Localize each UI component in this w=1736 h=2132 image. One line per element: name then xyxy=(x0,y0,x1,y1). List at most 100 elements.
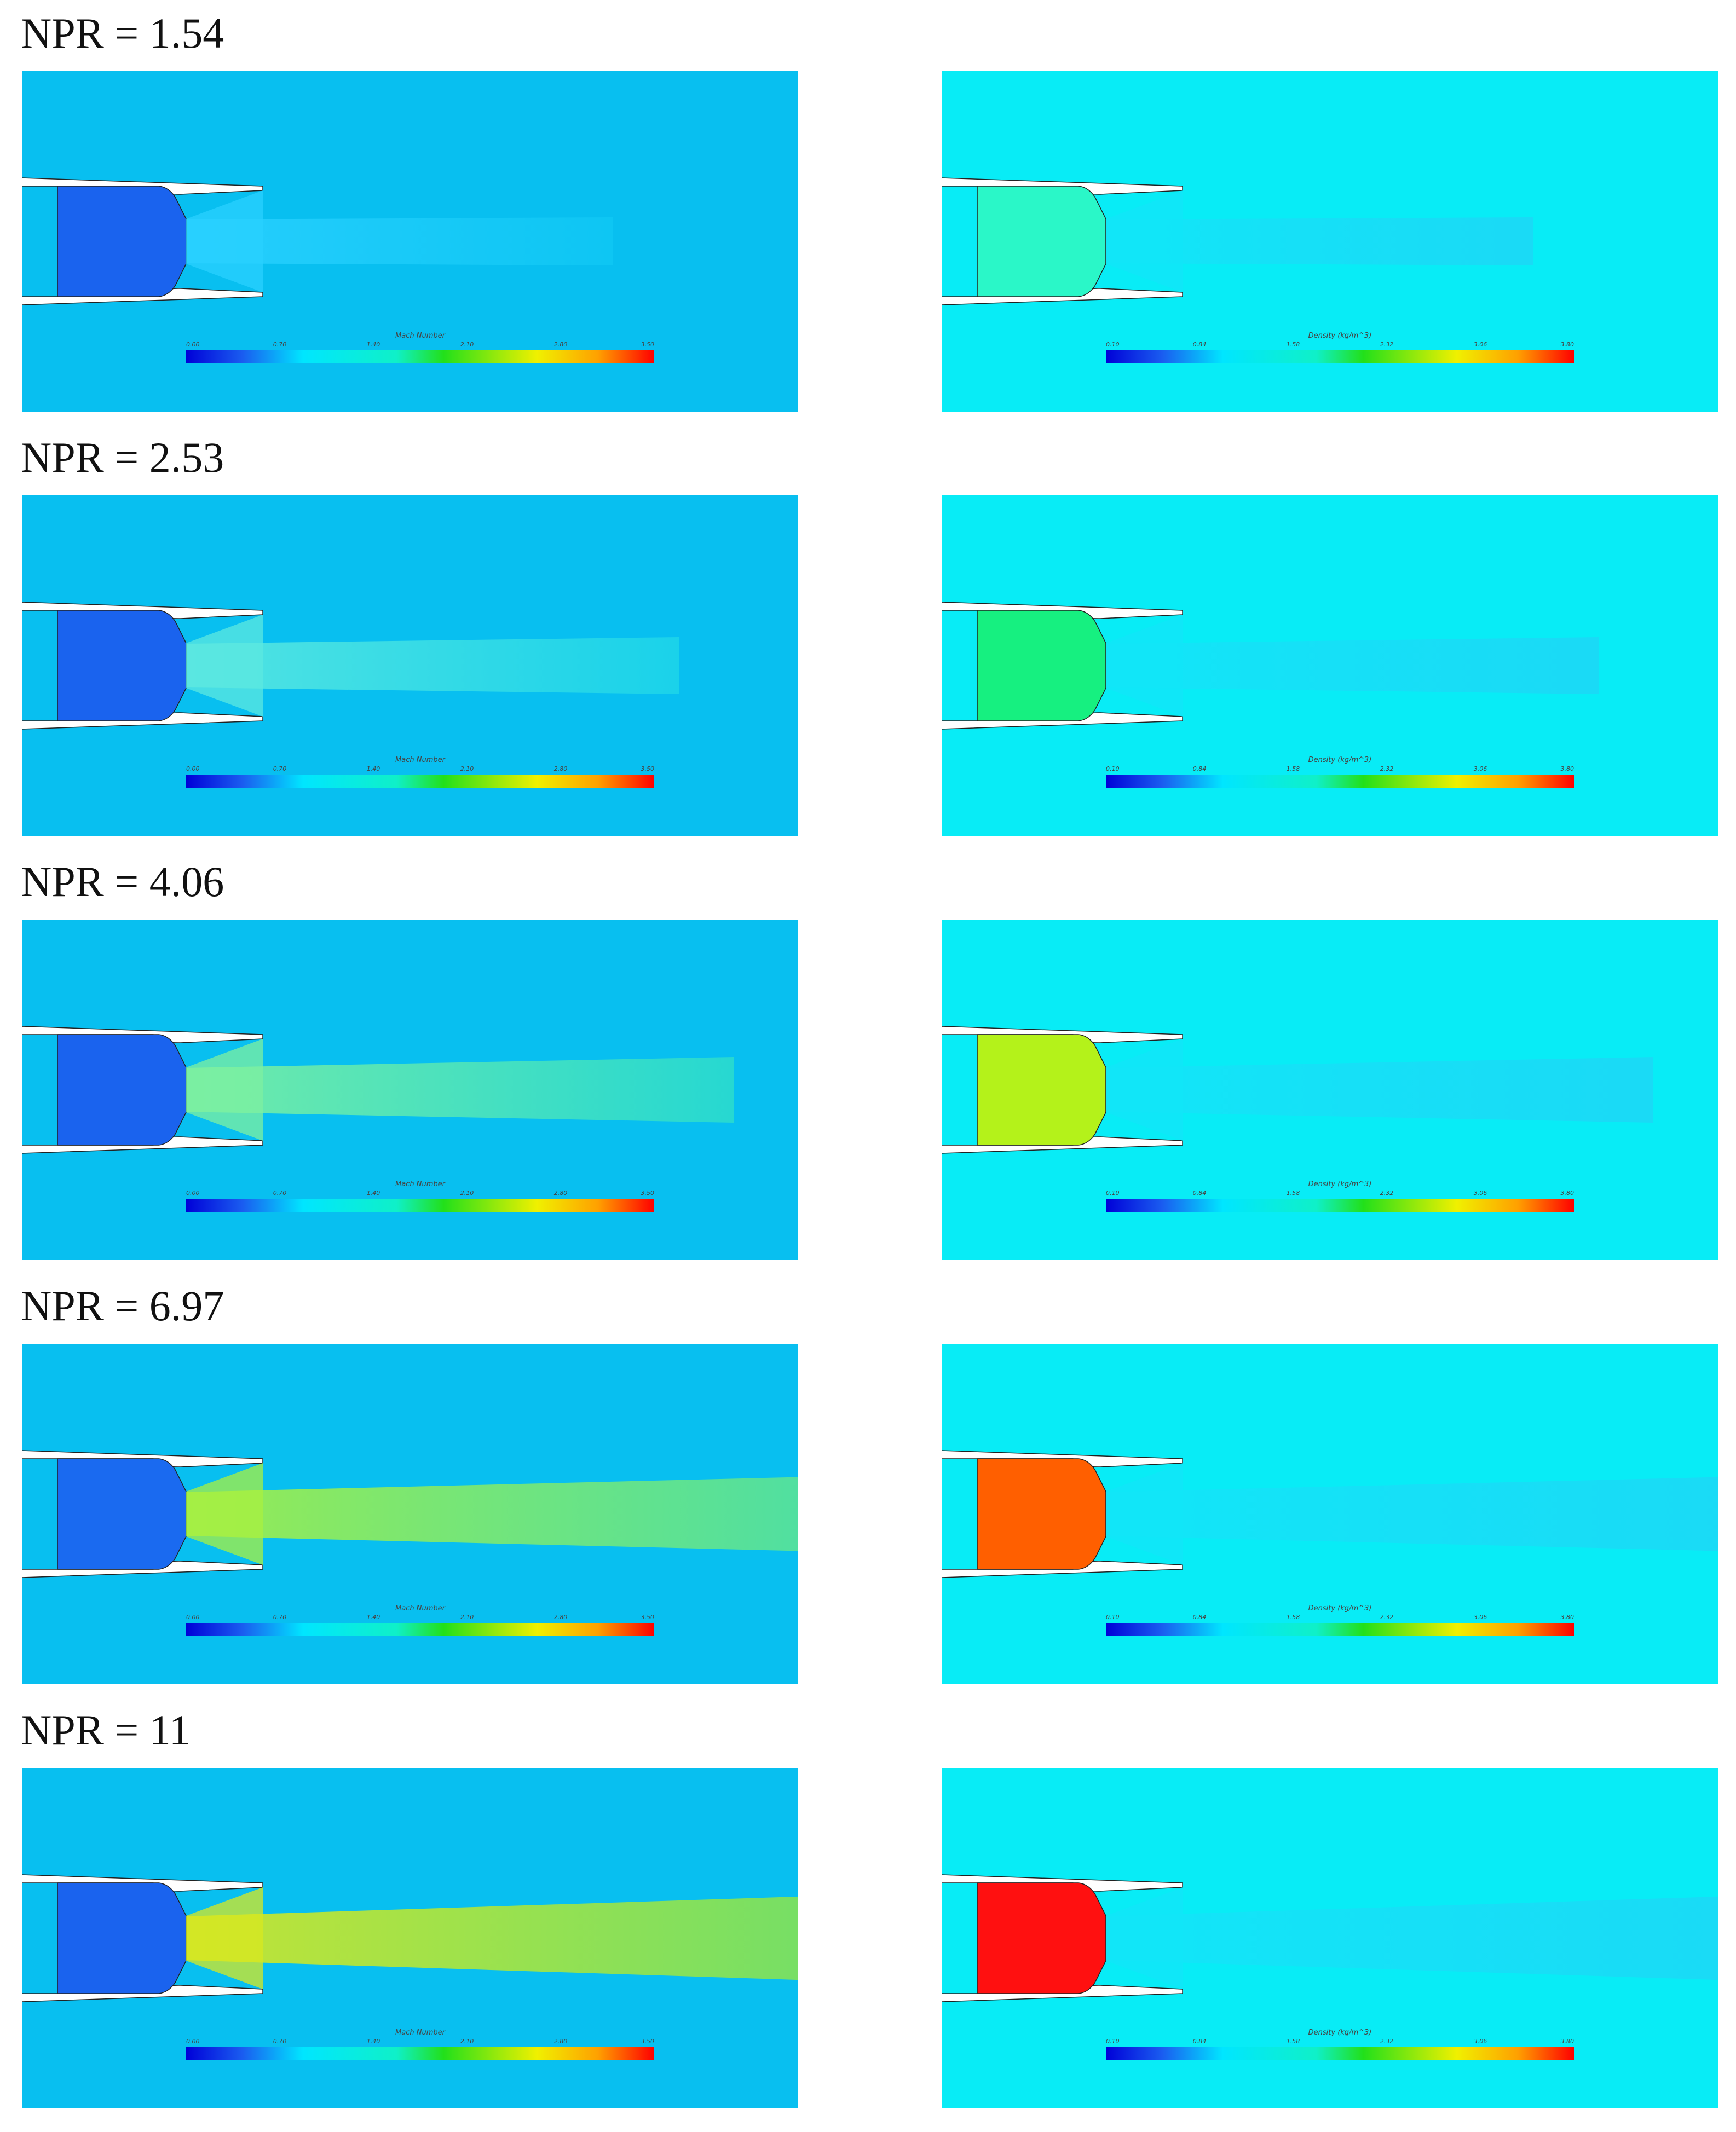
colorbar-tick-label: 0.00 xyxy=(186,765,200,772)
colorbar-tick-label: 3.80 xyxy=(1561,341,1574,348)
colorbar-tick-label: 0.10 xyxy=(1106,1614,1120,1621)
colorbar xyxy=(1106,350,1574,363)
colorbar-tick-label: 2.10 xyxy=(460,1189,474,1197)
colorbar-tick-label: 0.84 xyxy=(1193,341,1207,348)
colorbar-tick-label: 0.84 xyxy=(1193,1189,1207,1197)
colorbar-tick-label: 0.84 xyxy=(1193,2038,1207,2045)
colorbar-tick-label: 0.10 xyxy=(1106,765,1120,772)
colorbar-tick-label: 3.80 xyxy=(1561,2038,1574,2045)
colorbar-tick-label: 3.06 xyxy=(1474,2038,1487,2045)
colorbar-tick-label: 0.10 xyxy=(1106,1189,1120,1197)
mach-contour-plot: Mach Number 0.00 0.70 1.40 2.10 2.80 3.50 xyxy=(22,1768,798,2108)
mach-contour-panel: Mach Number 0.00 0.70 1.40 2.10 2.80 3.50 xyxy=(22,920,798,1260)
colorbar xyxy=(186,350,654,363)
colorbar-title: Density (kg/m^3) xyxy=(1308,756,1372,764)
density-contour-panel: Density (kg/m^3) 0.10 0.84 1.58 2.32 3.06 3.80 xyxy=(942,1768,1718,2108)
colorbar-tick-label: 0.00 xyxy=(186,341,200,348)
colorbar-tick-label: 3.80 xyxy=(1561,1189,1574,1197)
colorbar-tick-label: 3.06 xyxy=(1474,765,1487,772)
mach-contour-panel: Mach Number 0.00 0.70 1.40 2.10 2.80 3.50 xyxy=(22,1344,798,1684)
colorbar-tick-label: 1.40 xyxy=(367,341,380,348)
colorbar-tick-label: 2.10 xyxy=(460,2038,474,2045)
density-contour-plot: Density (kg/m^3) 0.10 0.84 1.58 2.32 3.06 3.80 xyxy=(942,920,1718,1260)
colorbar-tick-label: 0.00 xyxy=(186,1614,200,1621)
colorbar-tick-label: 3.50 xyxy=(641,2038,655,2045)
colorbar-tick-label: 1.58 xyxy=(1287,341,1300,348)
colorbar-tick-label: 1.40 xyxy=(367,1614,380,1621)
colorbar-title: Mach Number xyxy=(395,756,446,764)
colorbar xyxy=(1106,1623,1574,1636)
row-title: NPR = 1.54 xyxy=(21,9,224,57)
colorbar-tick-label: 0.00 xyxy=(186,2038,200,2045)
colorbar-tick-label: 1.58 xyxy=(1287,2038,1300,2045)
colorbar-tick-label: 3.50 xyxy=(641,341,655,348)
density-contour-panel: Density (kg/m^3) 0.10 0.84 1.58 2.32 3.06 3.80 xyxy=(942,1344,1718,1684)
colorbar-tick-label: 0.70 xyxy=(273,765,287,772)
colorbar xyxy=(186,775,654,788)
colorbar-tick-label: 0.00 xyxy=(186,1189,200,1197)
mach-contour-plot: Mach Number 0.00 0.70 1.40 2.10 2.80 3.50 xyxy=(22,1344,798,1684)
colorbar-title: Mach Number xyxy=(395,1180,446,1188)
colorbar-tick-label: 1.58 xyxy=(1287,1189,1300,1197)
row-title: NPR = 4.06 xyxy=(21,858,224,905)
colorbar-title: Mach Number xyxy=(395,1604,446,1613)
row-title: NPR = 2.53 xyxy=(21,434,224,481)
colorbar-title: Mach Number xyxy=(395,2029,446,2037)
colorbar-tick-label: 0.70 xyxy=(273,1614,287,1621)
colorbar-tick-label: 0.70 xyxy=(273,341,287,348)
colorbar-tick-label: 2.80 xyxy=(554,1189,568,1197)
colorbar-tick-label: 2.32 xyxy=(1380,1189,1394,1197)
colorbar-tick-label: 1.58 xyxy=(1287,765,1300,772)
colorbar-tick-label: 2.10 xyxy=(460,341,474,348)
colorbar-tick-label: 0.84 xyxy=(1193,1614,1207,1621)
colorbar xyxy=(186,1199,654,1212)
colorbar-tick-label: 0.70 xyxy=(273,2038,287,2045)
mach-contour-plot: Mach Number 0.00 0.70 1.40 2.10 2.80 3.50 xyxy=(22,71,798,412)
density-contour-panel: Density (kg/m^3) 0.10 0.84 1.58 2.32 3.06 3.80 xyxy=(942,495,1718,836)
colorbar-tick-label: 3.50 xyxy=(641,1614,655,1621)
row-title: NPR = 11 xyxy=(21,1706,191,1754)
colorbar-tick-label: 1.58 xyxy=(1287,1614,1300,1621)
colorbar-tick-label: 0.10 xyxy=(1106,2038,1120,2045)
row-title: NPR = 6.97 xyxy=(21,1282,224,1330)
colorbar-tick-label: 0.10 xyxy=(1106,341,1120,348)
colorbar-tick-label: 2.80 xyxy=(554,2038,568,2045)
colorbar-tick-label: 3.06 xyxy=(1474,1189,1487,1197)
colorbar-tick-label: 3.80 xyxy=(1561,765,1574,772)
colorbar-tick-label: 1.40 xyxy=(367,2038,380,2045)
colorbar xyxy=(1106,1199,1574,1212)
colorbar-title: Mach Number xyxy=(395,332,446,340)
density-contour-plot: Density (kg/m^3) 0.10 0.84 1.58 2.32 3.06 3.80 xyxy=(942,71,1718,412)
colorbar-tick-label: 2.10 xyxy=(460,1614,474,1621)
colorbar-tick-label: 0.84 xyxy=(1193,765,1207,772)
mach-contour-plot: Mach Number 0.00 0.70 1.40 2.10 2.80 3.50 xyxy=(22,495,798,836)
mach-contour-panel: Mach Number 0.00 0.70 1.40 2.10 2.80 3.50 xyxy=(22,71,798,412)
colorbar-tick-label: 2.80 xyxy=(554,1614,568,1621)
mach-contour-panel: Mach Number 0.00 0.70 1.40 2.10 2.80 3.50 xyxy=(22,1768,798,2108)
colorbar-tick-label: 3.50 xyxy=(641,765,655,772)
mach-contour-panel: Mach Number 0.00 0.70 1.40 2.10 2.80 3.50 xyxy=(22,495,798,836)
colorbar-tick-label: 1.40 xyxy=(367,765,380,772)
colorbar-title: Density (kg/m^3) xyxy=(1308,1180,1372,1188)
colorbar-tick-label: 2.80 xyxy=(554,341,568,348)
density-contour-plot: Density (kg/m^3) 0.10 0.84 1.58 2.32 3.06 3.80 xyxy=(942,495,1718,836)
colorbar-tick-label: 1.40 xyxy=(367,1189,380,1197)
colorbar-title: Density (kg/m^3) xyxy=(1308,2029,1372,2037)
density-contour-panel: Density (kg/m^3) 0.10 0.84 1.58 2.32 3.06 3.80 xyxy=(942,920,1718,1260)
mach-contour-plot: Mach Number 0.00 0.70 1.40 2.10 2.80 3.50 xyxy=(22,920,798,1260)
colorbar xyxy=(1106,775,1574,788)
colorbar xyxy=(186,2047,654,2060)
density-contour-panel: Density (kg/m^3) 0.10 0.84 1.58 2.32 3.06 3.80 xyxy=(942,71,1718,412)
colorbar-tick-label: 2.32 xyxy=(1380,341,1394,348)
colorbar-tick-label: 3.06 xyxy=(1474,341,1487,348)
colorbar-title: Density (kg/m^3) xyxy=(1308,1604,1372,1613)
density-contour-plot: Density (kg/m^3) 0.10 0.84 1.58 2.32 3.06 3.80 xyxy=(942,1344,1718,1684)
colorbar-tick-label: 0.70 xyxy=(273,1189,287,1197)
colorbar-tick-label: 2.32 xyxy=(1380,765,1394,772)
colorbar-tick-label: 3.80 xyxy=(1561,1614,1574,1621)
colorbar-tick-label: 3.50 xyxy=(641,1189,655,1197)
colorbar-tick-label: 3.06 xyxy=(1474,1614,1487,1621)
colorbar-tick-label: 2.32 xyxy=(1380,1614,1394,1621)
colorbar-tick-label: 2.32 xyxy=(1380,2038,1394,2045)
colorbar-tick-label: 2.80 xyxy=(554,765,568,772)
